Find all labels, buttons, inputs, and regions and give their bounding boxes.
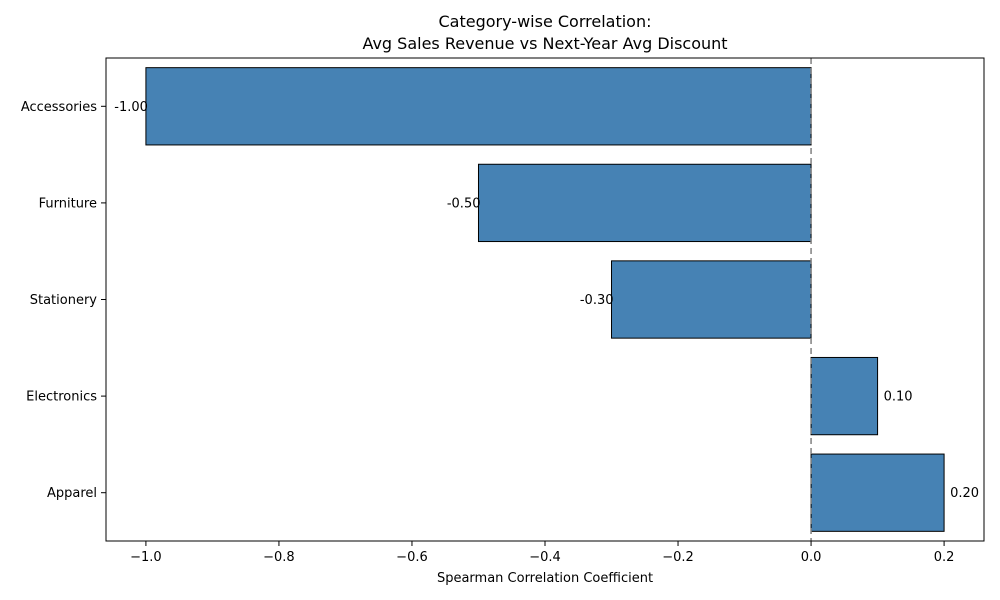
plot-frame bbox=[105, 57, 985, 542]
bar-accessories bbox=[145, 67, 812, 146]
x-tick-label: −0.8 bbox=[263, 550, 295, 565]
data-label-accessories: -1.00 bbox=[114, 100, 148, 115]
x-tick-label: 0.0 bbox=[801, 550, 822, 565]
chart-title-line-2: Avg Sales Revenue vs Next-Year Avg Disco… bbox=[362, 34, 727, 53]
x-tick-label: −0.6 bbox=[396, 550, 428, 565]
data-label-apparel: 0.20 bbox=[950, 486, 979, 501]
bar-apparel bbox=[810, 453, 945, 532]
x-tick-label: −0.4 bbox=[529, 550, 561, 565]
data-labels-group: -1.00 -0.50 -0.30 0.10 0.20 bbox=[114, 100, 979, 501]
data-label-electronics: 0.10 bbox=[884, 390, 913, 405]
chart-title-line-1: Category-wise Correlation: bbox=[439, 12, 652, 31]
data-label-furniture: -0.50 bbox=[447, 196, 481, 211]
y-tick-label: Electronics bbox=[26, 390, 97, 405]
x-tick-label: 0.2 bbox=[934, 550, 955, 565]
x-tick-label: −1.0 bbox=[130, 550, 162, 565]
bars-group bbox=[145, 67, 945, 532]
bar-electronics bbox=[810, 356, 879, 436]
data-label-stationery: -0.30 bbox=[580, 293, 614, 308]
bar-stationery bbox=[611, 260, 812, 339]
bar-furniture bbox=[477, 163, 812, 243]
ticks-group: Accessories Furniture Stationery Electronic… bbox=[21, 100, 955, 565]
y-tick-label: Furniture bbox=[39, 196, 97, 211]
y-tick-label: Accessories bbox=[21, 100, 97, 115]
x-tick-label: −0.2 bbox=[662, 550, 694, 565]
y-tick-label: Apparel bbox=[47, 486, 97, 501]
y-tick-label: Stationery bbox=[30, 293, 98, 308]
x-axis-label: Spearman Correlation Coefficient bbox=[437, 571, 653, 586]
